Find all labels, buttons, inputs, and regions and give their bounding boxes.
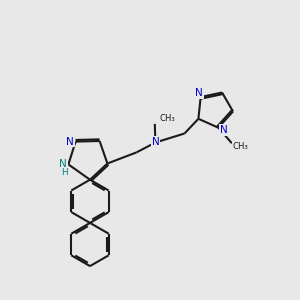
- Text: N: N: [59, 159, 67, 170]
- Text: N: N: [152, 137, 159, 147]
- Text: CH₃: CH₃: [159, 114, 175, 123]
- Text: N: N: [220, 125, 228, 135]
- Text: H: H: [61, 168, 68, 177]
- Text: N: N: [66, 136, 74, 147]
- Text: CH₃: CH₃: [232, 142, 248, 151]
- Text: N: N: [195, 88, 203, 98]
